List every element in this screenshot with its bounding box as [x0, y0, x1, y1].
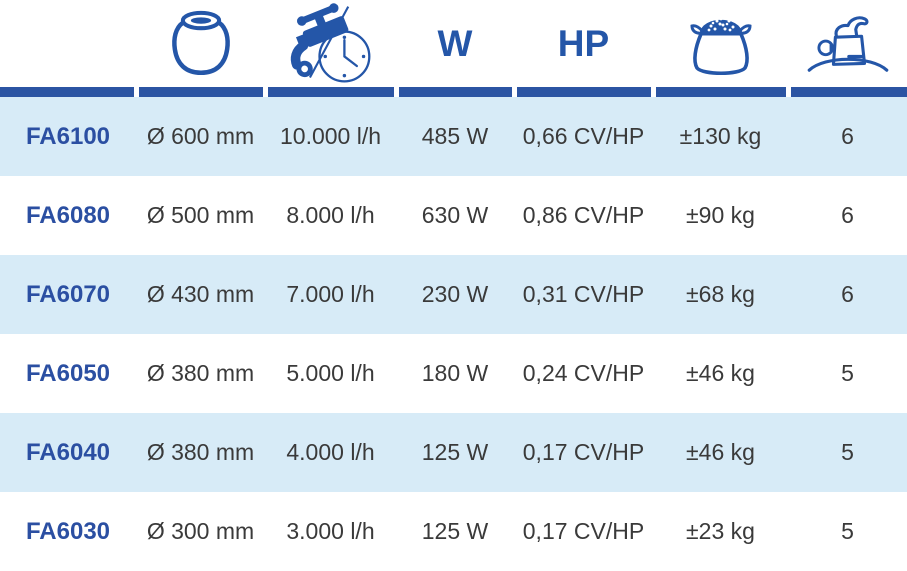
header-hp-column: HP	[514, 0, 653, 87]
sand-weight-cell: ±68 kg	[686, 281, 755, 307]
sand-weight-cell: ±46 kg	[686, 439, 755, 465]
sand-bag-icon	[689, 17, 752, 75]
diameter-cell: Ø 600 mm	[146, 123, 255, 149]
table-row: FA6040 Ø 380 mm 4.000 l/h 125 W 0,17 CV/…	[0, 413, 907, 492]
separator-segment	[398, 87, 512, 97]
header-diameter-column	[136, 0, 265, 87]
valve-positions-cell: 6	[841, 281, 854, 307]
diameter-cell: Ø 380 mm	[146, 439, 255, 465]
table-header: W HP	[0, 0, 907, 87]
model-cell: FA6030	[25, 517, 111, 545]
multiport-valve-icon	[807, 15, 888, 72]
model-cell: FA6070	[25, 280, 111, 308]
flow-cell: 3.000 l/h	[286, 518, 375, 544]
watts-header-label: W	[437, 22, 473, 64]
model-cell: FA6050	[25, 359, 111, 387]
power-watts-cell: 125 W	[421, 518, 489, 544]
power-hp-cell: 0,66 CV/HP	[522, 123, 645, 149]
valve-positions-cell: 6	[841, 123, 854, 149]
model-cell: FA6080	[25, 201, 111, 229]
sand-weight-cell: ±90 kg	[686, 202, 755, 228]
header-valve-column	[788, 0, 907, 87]
header-model-column	[0, 0, 136, 87]
tap-clock-icon	[290, 2, 370, 82]
hp-header-label: HP	[557, 22, 610, 64]
flow-cell: 5.000 l/h	[286, 360, 375, 386]
power-watts-cell: 180 W	[421, 360, 489, 386]
separator-segment	[138, 87, 263, 97]
power-watts-cell: 630 W	[421, 202, 489, 228]
power-watts-cell: 125 W	[421, 439, 489, 465]
table-row: FA6070 Ø 430 mm 7.000 l/h 230 W 0,31 CV/…	[0, 255, 907, 334]
header-sand-column	[653, 0, 788, 87]
separator-segment	[0, 87, 134, 97]
power-hp-cell: 0,24 CV/HP	[522, 360, 645, 386]
sand-weight-cell: ±23 kg	[686, 518, 755, 544]
power-watts-cell: 485 W	[421, 123, 489, 149]
flow-cell: 7.000 l/h	[286, 281, 375, 307]
valve-positions-cell: 5	[841, 439, 854, 465]
valve-positions-cell: 5	[841, 518, 854, 544]
flow-cell: 8.000 l/h	[286, 202, 375, 228]
diameter-cell: Ø 500 mm	[146, 202, 255, 228]
separator-segment	[516, 87, 651, 97]
separator-segment	[267, 87, 394, 97]
flow-cell: 10.000 l/h	[279, 123, 382, 149]
table-row: FA6030 Ø 300 mm 3.000 l/h 125 W 0,17 CV/…	[0, 492, 907, 571]
separator-segment	[655, 87, 786, 97]
filter-tank-icon	[171, 10, 230, 75]
header-flow-column	[265, 0, 396, 87]
separator-segment	[790, 87, 907, 97]
model-cell: FA6040	[25, 438, 111, 466]
sand-weight-cell: ±130 kg	[679, 123, 762, 149]
header-watts-column: W	[396, 0, 514, 87]
power-hp-cell: 0,86 CV/HP	[522, 202, 645, 228]
model-cell: FA6100	[25, 122, 111, 150]
power-watts-cell: 230 W	[421, 281, 489, 307]
header-separator-bar	[0, 87, 907, 97]
power-hp-cell: 0,17 CV/HP	[522, 439, 645, 465]
diameter-cell: Ø 380 mm	[146, 360, 255, 386]
power-hp-cell: 0,31 CV/HP	[522, 281, 645, 307]
flow-cell: 4.000 l/h	[286, 439, 375, 465]
table-row: FA6050 Ø 380 mm 5.000 l/h 180 W 0,24 CV/…	[0, 334, 907, 413]
diameter-cell: Ø 300 mm	[146, 518, 255, 544]
table-row: FA6100 Ø 600 mm 10.000 l/h 485 W 0,66 CV…	[0, 97, 907, 176]
valve-positions-cell: 5	[841, 360, 854, 386]
valve-positions-cell: 6	[841, 202, 854, 228]
table-row: FA6080 Ø 500 mm 8.000 l/h 630 W 0,86 CV/…	[0, 176, 907, 255]
diameter-cell: Ø 430 mm	[146, 281, 255, 307]
sand-weight-cell: ±46 kg	[686, 360, 755, 386]
power-hp-cell: 0,17 CV/HP	[522, 518, 645, 544]
